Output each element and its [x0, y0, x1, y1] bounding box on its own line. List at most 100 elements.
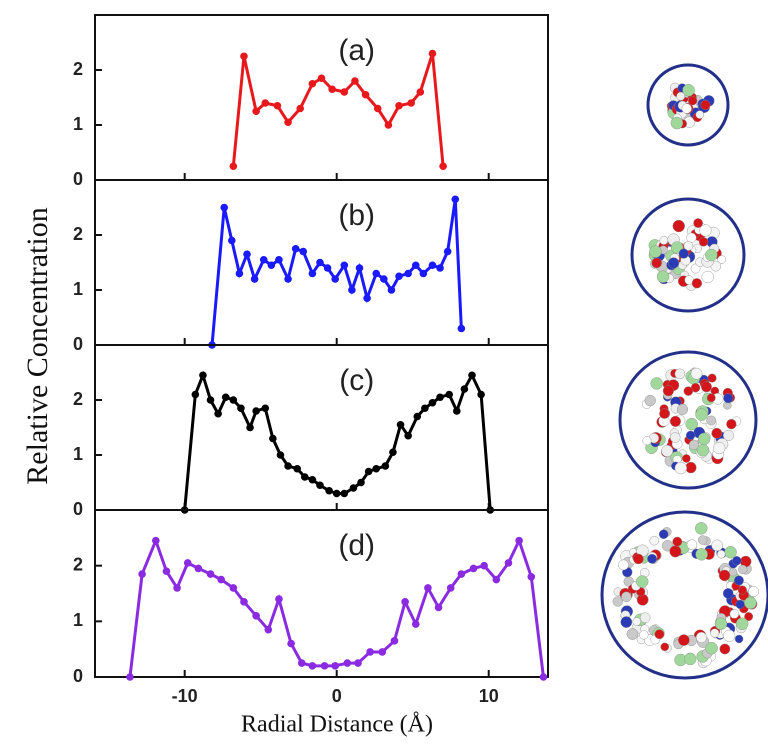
data-point [240, 598, 248, 606]
atom [726, 419, 737, 430]
data-point [340, 88, 349, 96]
panel-annotation: (d) [338, 529, 375, 562]
atom [734, 575, 744, 586]
data-point [527, 573, 536, 581]
data-point [317, 74, 326, 83]
y-tick-label: 0 [73, 499, 83, 519]
atom [705, 248, 718, 262]
atom [735, 617, 749, 631]
data-point [328, 85, 336, 94]
atom [626, 628, 639, 640]
atom [713, 441, 726, 455]
atom [697, 432, 711, 446]
data-point [348, 286, 356, 294]
atom [682, 454, 691, 463]
atom [612, 596, 623, 607]
atom [659, 236, 669, 245]
data-point [284, 118, 292, 127]
panel-annotation: (c) [339, 364, 374, 397]
atom [649, 245, 662, 258]
data-point [246, 423, 254, 432]
data-point [273, 101, 282, 110]
atom [723, 629, 736, 642]
x-tick-label: 0 [332, 686, 342, 706]
data-point [162, 567, 171, 576]
data-point [389, 448, 397, 457]
x-axis-label: Radial Distance (Å) [241, 712, 433, 738]
data-point [515, 536, 523, 545]
data-point [308, 662, 317, 670]
data-point [351, 77, 359, 85]
atom [672, 219, 685, 233]
data-point [428, 49, 437, 58]
data-point [276, 451, 285, 459]
atom [732, 556, 742, 566]
data-point [138, 570, 146, 578]
data-point [413, 412, 422, 421]
atom [650, 377, 663, 390]
data-line [231, 53, 445, 167]
atom [659, 408, 670, 419]
data-point [300, 473, 309, 481]
data-point [152, 536, 160, 545]
atom [654, 629, 665, 640]
atom [714, 617, 728, 630]
data-point [436, 393, 444, 402]
data-point [439, 162, 447, 171]
data-point [173, 584, 181, 592]
data-point [250, 275, 259, 283]
data-point [378, 648, 387, 656]
data-point [308, 269, 317, 278]
data-point [221, 393, 230, 402]
data-point [457, 570, 466, 578]
data-point [436, 264, 444, 272]
atom [722, 588, 734, 599]
data-point [428, 398, 437, 407]
atom [676, 403, 689, 415]
y-tick-label: 0 [73, 666, 83, 686]
data-point [372, 464, 381, 473]
data-point [434, 603, 443, 612]
data-point [428, 261, 437, 270]
data-point [220, 203, 229, 212]
atom [674, 368, 686, 380]
atom [738, 564, 748, 575]
atom [688, 439, 700, 450]
data-point [291, 244, 300, 253]
atom [670, 432, 681, 443]
atom [636, 575, 649, 588]
atom [672, 536, 683, 547]
atom [697, 535, 708, 545]
atom [691, 278, 703, 289]
atom [719, 643, 731, 655]
data-point [421, 404, 429, 413]
atom [696, 444, 710, 457]
atom [621, 591, 632, 603]
data-point [243, 250, 251, 259]
data-point [411, 261, 420, 270]
data-point [366, 648, 374, 656]
atom [681, 103, 692, 114]
atom [656, 270, 670, 283]
data-point [332, 489, 341, 498]
atom [658, 529, 669, 539]
atom [669, 415, 681, 427]
y-tick-label: 2 [73, 224, 83, 244]
data-point [183, 559, 192, 567]
data-point [275, 595, 283, 603]
atom [683, 386, 694, 396]
atom [642, 436, 652, 446]
atom [693, 218, 703, 228]
atom [710, 628, 720, 638]
data-point [235, 269, 244, 278]
atom [685, 430, 696, 441]
atom [690, 367, 703, 380]
data-point [299, 247, 308, 256]
data-point [293, 464, 301, 473]
atom [717, 255, 726, 264]
atom [724, 546, 737, 559]
data-point [206, 396, 215, 404]
atom [674, 461, 687, 475]
data-point [296, 104, 305, 113]
x-tick-label: 10 [479, 686, 499, 706]
